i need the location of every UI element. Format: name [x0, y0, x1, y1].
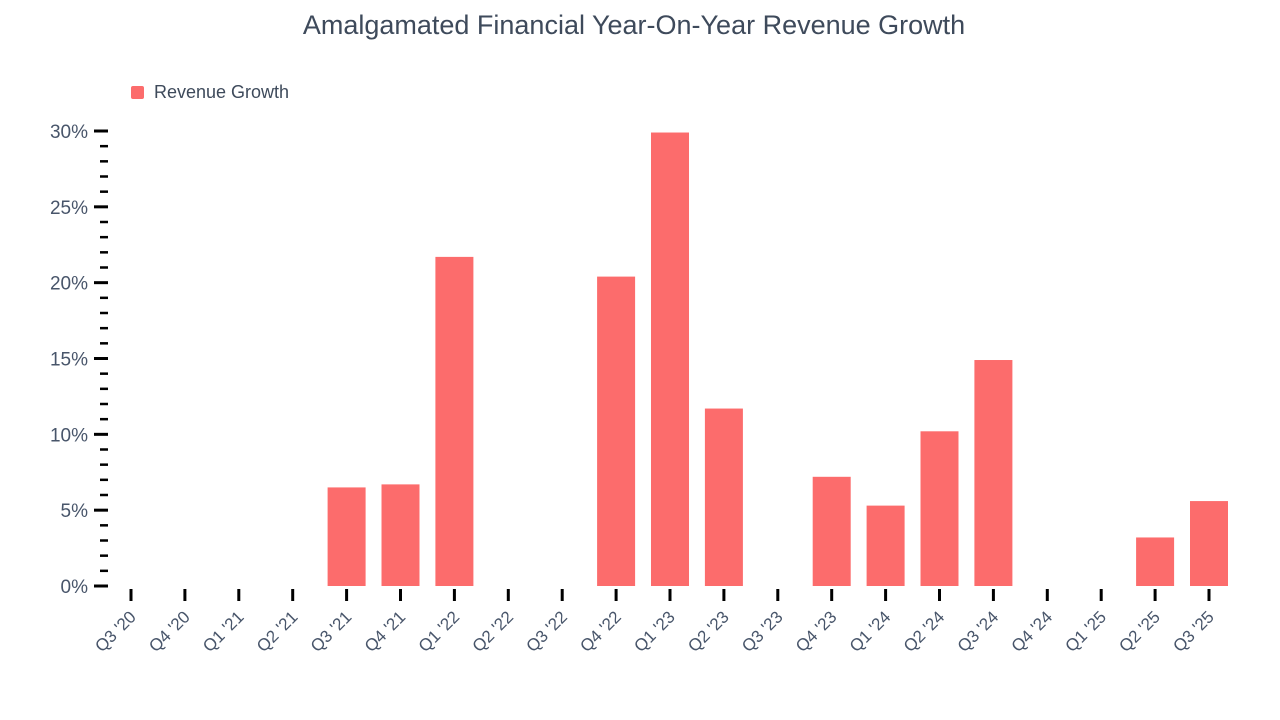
bar-q124[interactable]	[866, 505, 905, 586]
x-axis-tick-label: Q3 '20	[91, 607, 139, 655]
legend-item-revenue-growth[interactable]: Revenue Growth	[131, 82, 289, 103]
x-axis-tick-label: Q2 '21	[253, 607, 301, 655]
x-axis-tick-label: Q4 '23	[792, 607, 840, 655]
x-axis-tick-label: Q2 '24	[900, 607, 948, 655]
bar-q324[interactable]	[974, 360, 1013, 586]
bar-q122[interactable]	[435, 256, 474, 586]
y-axis-tick-label: 25%	[50, 198, 88, 219]
bar-q422[interactable]	[597, 276, 636, 586]
x-axis-tick-label: Q3 '21	[307, 607, 355, 655]
x-axis-tick-label: Q3 '25	[1169, 607, 1217, 655]
x-axis-tick-label: Q2 '23	[684, 607, 732, 655]
bar-q421[interactable]	[381, 484, 420, 586]
bar-q224[interactable]	[920, 431, 959, 586]
x-axis-tick-label: Q1 '25	[1062, 607, 1110, 655]
y-axis-tick-label: 5%	[61, 501, 89, 522]
x-axis-tick-label: Q1 '22	[415, 607, 463, 655]
x-axis-tick-label: Q1 '24	[846, 607, 894, 655]
bar-q225[interactable]	[1136, 537, 1175, 586]
x-axis-tick-label: Q4 '22	[576, 607, 624, 655]
y-axis-tick-label: 15%	[50, 350, 88, 371]
y-axis-tick-label: 30%	[50, 122, 88, 143]
bar-q423[interactable]	[812, 476, 851, 586]
bar-q321[interactable]	[327, 487, 366, 586]
bar-q123[interactable]	[651, 132, 689, 586]
x-axis-tick-label: Q3 '24	[954, 607, 1002, 655]
x-axis-tick-label: Q1 '21	[199, 607, 247, 655]
x-axis-tick-label: Q4 '24	[1008, 607, 1056, 655]
x-axis-tick-label: Q4 '21	[361, 607, 409, 655]
bar-q223[interactable]	[704, 408, 743, 586]
x-axis-tick-label: Q2 '22	[469, 607, 517, 655]
bar-q325[interactable]	[1190, 501, 1228, 586]
y-axis-tick-label: 0%	[61, 577, 89, 598]
chart-title: Amalgamated Financial Year-On-Year Reven…	[302, 10, 966, 40]
y-axis-tick-label: 10%	[50, 425, 88, 446]
x-axis-tick-label: Q3 '23	[738, 607, 786, 655]
y-axis-tick-label: 20%	[50, 274, 88, 295]
x-axis-tick-label: Q3 '22	[523, 607, 571, 655]
x-axis-tick-label: Q1 '23	[630, 607, 678, 655]
x-axis-tick-label: Q4 '20	[145, 607, 193, 655]
legend-swatch-icon	[131, 86, 144, 99]
legend-label: Revenue Growth	[154, 82, 290, 102]
x-axis-tick-label: Q2 '25	[1115, 607, 1163, 655]
